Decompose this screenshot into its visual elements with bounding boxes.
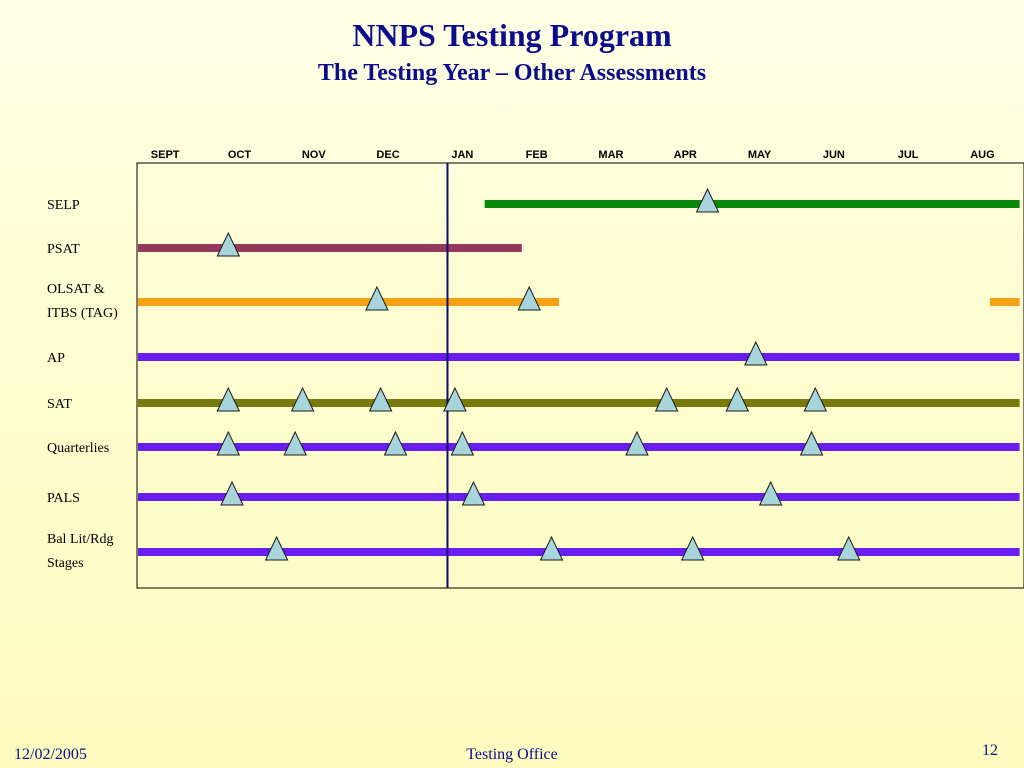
month-label-nov: NOV — [302, 149, 327, 161]
marker-4-3 — [443, 386, 467, 412]
marker-6-0 — [220, 480, 244, 506]
marker-7-2 — [680, 535, 705, 561]
marker-7-0 — [264, 535, 289, 561]
assessment-row-labels: SELP PSAT OLSAT & ITBS (TAG) AP SAT Quarterlie… — [47, 198, 118, 571]
marker-6-1 — [461, 480, 486, 506]
month-label-jan: JAN — [451, 149, 473, 161]
bar-2-1 — [989, 298, 1020, 306]
marker-5-5 — [799, 430, 824, 456]
row-label-2-1: ITBS (TAG) — [47, 306, 118, 321]
row-label-6-0: PALS — [47, 491, 80, 506]
month-label-feb: FEB — [526, 149, 548, 161]
bar-4-0 — [138, 399, 1020, 407]
marker-5-1 — [283, 430, 307, 456]
row-label-7-0: Bal Lit/Rdg — [47, 532, 114, 547]
plot-area-frame — [136, 162, 1024, 589]
month-label-mar: MAR — [598, 149, 623, 161]
marker-5-3 — [450, 430, 475, 456]
footer-office: Testing Office — [466, 746, 558, 763]
marker-5-4 — [625, 430, 649, 456]
slide-subtitle: The Testing Year – Other Assessments — [317, 60, 707, 86]
bar-1-0 — [138, 244, 522, 252]
marker-5-0 — [216, 430, 241, 456]
row-label-2-0: OLSAT & — [47, 282, 105, 297]
test-date-markers — [216, 187, 861, 561]
marker-4-5 — [725, 386, 750, 412]
marker-6-2 — [758, 480, 783, 506]
marker-2-0 — [365, 285, 389, 311]
month-label-sept: SEPT — [151, 149, 180, 161]
row-label-3-0: AP — [47, 351, 65, 366]
marker-4-4 — [654, 386, 679, 412]
row-label-1-0: PSAT — [47, 242, 80, 257]
marker-1-0 — [216, 231, 241, 257]
bar-3-0 — [138, 353, 1020, 361]
marker-4-2 — [368, 386, 393, 412]
month-label-jun: JUN — [823, 149, 845, 161]
month-label-oct: OCT — [228, 149, 252, 161]
month-axis-labels: SEPT OCT NOV DEC JAN FEB MAR APR MAY JUN JUL AUG — [151, 149, 995, 161]
marker-3-0 — [744, 340, 768, 366]
month-label-apr: APR — [674, 149, 697, 161]
row-label-4-0: SAT — [47, 397, 72, 412]
marker-0-0 — [695, 187, 720, 213]
month-label-may: MAY — [748, 149, 772, 161]
marker-7-1 — [539, 535, 564, 561]
marker-7-3 — [836, 535, 861, 561]
bar-0-0 — [484, 200, 1020, 208]
row-label-0-0: SELP — [47, 198, 80, 213]
bar-6-0 — [138, 493, 1020, 501]
page-number: 12 — [982, 742, 998, 759]
month-label-dec: DEC — [376, 149, 399, 161]
marker-4-6 — [803, 386, 828, 412]
bar-2-0 — [138, 298, 559, 306]
row-label-5-0: Quarterlies — [47, 441, 109, 456]
bar-5-0 — [138, 443, 1020, 451]
month-label-aug: AUG — [970, 149, 994, 161]
marker-4-0 — [216, 386, 241, 412]
bar-7-0 — [138, 548, 1020, 556]
marker-5-2 — [383, 430, 408, 456]
month-label-jul: JUL — [898, 149, 919, 161]
assessment-bars — [138, 200, 1020, 556]
footer-date: 12/02/2005 — [14, 746, 87, 763]
row-label-7-1: Stages — [47, 556, 84, 571]
marker-4-1 — [290, 386, 315, 412]
marker-2-1 — [517, 285, 542, 311]
slide-title: NNPS Testing Program — [352, 17, 672, 53]
